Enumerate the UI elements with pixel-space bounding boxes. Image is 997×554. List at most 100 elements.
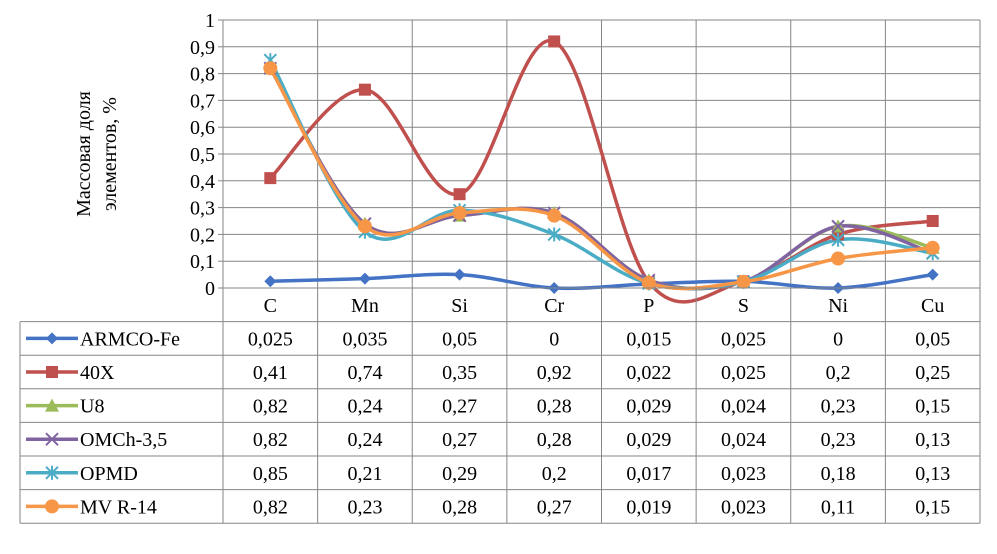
y-tick-label: 0,1	[190, 251, 215, 273]
data-point-4-3	[547, 227, 561, 242]
table-cell: 0,23	[821, 396, 856, 418]
data-point-0-2	[453, 268, 466, 281]
table-cell: 0,035	[342, 328, 387, 350]
axes	[218, 19, 224, 289]
y-tick-label: 0,3	[190, 198, 215, 220]
data-point-1-1	[358, 83, 371, 96]
data-point-5-4	[641, 275, 656, 290]
data-table: C Mn Si Cr P S Ni Cu ARMCO-Fe 0,025 0,035 0,05 0 0,01…	[19, 287, 981, 524]
table-cell: 0	[833, 328, 843, 350]
table-cell: 0,21	[347, 463, 382, 485]
data-point-5-2	[452, 205, 467, 220]
data-point-0-7	[926, 268, 939, 281]
y-tick-label: 0,6	[190, 117, 215, 139]
table-cell: 0,74	[347, 362, 382, 384]
x-tick-label: Cr	[544, 295, 564, 317]
x-tick-label: Ni	[828, 295, 848, 317]
table-cell: 0,13	[915, 429, 950, 451]
legend-key-marker	[45, 432, 59, 446]
table-cell: 0,35	[442, 362, 477, 384]
table-cell: 0,29	[442, 463, 477, 485]
x-tick-label: Mn	[351, 295, 379, 317]
table-cell: 0,024	[721, 396, 766, 418]
data-point-4-6	[831, 232, 845, 247]
table-cell: 0,23	[821, 429, 856, 451]
table-cell: 0,25	[915, 362, 950, 384]
table-cell: 0,023	[721, 496, 766, 518]
legend-key-marker	[45, 465, 59, 480]
table-cell: 0,2	[826, 362, 851, 384]
table-cell: 0,82	[253, 396, 288, 418]
y-tick-label: 1	[205, 10, 215, 32]
table-cell: 0,019	[626, 496, 671, 518]
legend-key-marker	[45, 398, 59, 412]
data-point-1-7	[926, 215, 939, 227]
table-cell: 0,28	[442, 496, 477, 518]
x-tick-label: S	[738, 295, 749, 317]
table-cell: 0,024	[721, 429, 766, 451]
table-cell: 0,82	[253, 429, 288, 451]
table-cell: 0,82	[253, 496, 288, 518]
table-cell: 0,025	[248, 328, 293, 350]
data-point-5-5	[736, 274, 751, 289]
data-point-0-0	[264, 275, 277, 288]
table-cell: 0,24	[347, 396, 382, 418]
data-point-5-0	[263, 61, 278, 76]
x-tick-label: C	[264, 295, 277, 317]
data-point-1-3	[548, 35, 561, 48]
table-cell: 0,11	[821, 496, 855, 518]
table-cell: 0,025	[721, 362, 766, 384]
table-cell: 0,27	[442, 396, 477, 418]
y-tick-labels: 0 0,1 0,2 0,3 0,4 0,5 0,6 0,7 0,8 0,9 1	[190, 10, 215, 300]
x-tick-label: Si	[451, 295, 468, 317]
table-cell: 0,15	[915, 396, 950, 418]
data-point-1-0	[264, 172, 277, 185]
legend-key-marker	[46, 332, 58, 345]
data-point-5-6	[831, 251, 846, 266]
table-cell: 0,017	[626, 463, 671, 485]
table-cell: 0,2	[542, 463, 567, 485]
table-cell: 0,015	[626, 328, 671, 350]
table-cell: 0,025	[721, 328, 766, 350]
table-cell: 0,13	[915, 463, 950, 485]
legend-entry: OPMD	[80, 463, 138, 485]
legend-entry: 40X	[80, 362, 115, 384]
y-axis-title-line: Массовая доля	[73, 91, 95, 217]
data-point-1-2	[453, 188, 466, 201]
y-tick-label: 0,4	[190, 171, 215, 193]
data-point-5-1	[357, 219, 372, 234]
y-tick-label: 0,9	[190, 37, 215, 59]
table-cell: 0,85	[253, 463, 288, 485]
legend-entry: ARMCO-Fe	[80, 328, 180, 350]
y-tick-label: 0,5	[190, 144, 215, 166]
legend-key-marker	[45, 499, 59, 514]
y-tick-label: 0,8	[190, 64, 215, 86]
table-cell: 0,029	[626, 396, 671, 418]
y-tick-label: 0,7	[190, 90, 215, 112]
y-tick-label: 0	[205, 278, 215, 300]
legend-entry: OMCh-3,5	[80, 429, 167, 451]
table-cell: 0,05	[915, 328, 950, 350]
y-axis-title-line: элементов, %	[99, 97, 121, 211]
legend-key-marker	[46, 366, 58, 378]
x-tick-label: P	[643, 295, 654, 317]
y-axis-title: Массовая доля элементов, %	[73, 91, 121, 217]
y-tick-label: 0,2	[190, 224, 215, 246]
table-cell: 0	[549, 328, 559, 350]
table-cell: 0,28	[537, 396, 572, 418]
data-point-5-3	[547, 208, 562, 223]
table-cell: 0,27	[537, 496, 572, 518]
x-tick-label: Cu	[921, 295, 944, 317]
table-cell: 0,92	[537, 362, 572, 384]
table-cell: 0,24	[347, 429, 382, 451]
legend-entry: MV R-14	[80, 496, 157, 518]
table-cell: 0,05	[442, 328, 477, 350]
data-point-5-7	[925, 240, 940, 255]
table-cell: 0,029	[626, 429, 671, 451]
legend-entry: U8	[80, 396, 104, 418]
table-cell: 0,28	[537, 429, 572, 451]
table-cell: 0,022	[626, 362, 671, 384]
table-cell: 0,27	[442, 429, 477, 451]
table-cell: 0,15	[915, 496, 950, 518]
